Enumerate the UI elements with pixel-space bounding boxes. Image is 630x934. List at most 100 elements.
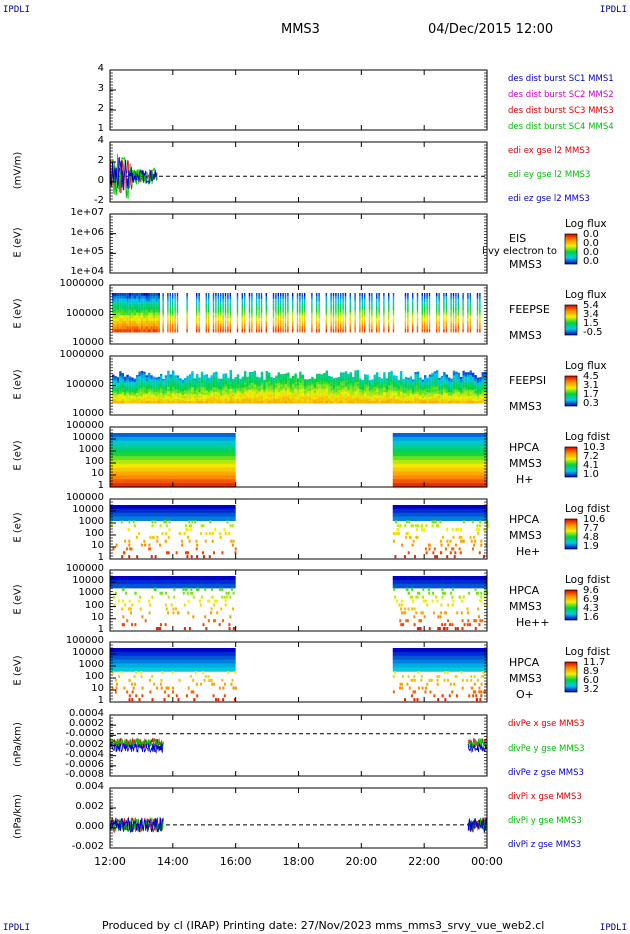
spectrogram-cell bbox=[133, 312, 136, 316]
spectrogram-cell bbox=[448, 392, 451, 395]
spectrogram-cell bbox=[356, 395, 360, 399]
spectrogram-cell bbox=[160, 400, 163, 404]
spectrogram-cell bbox=[272, 309, 275, 313]
spectrogram-cell bbox=[421, 295, 423, 300]
spectrogram-cell bbox=[392, 659, 487, 665]
spectrogram-cell bbox=[467, 312, 469, 316]
spectrogram-cell bbox=[205, 376, 208, 379]
spectrogram-cell bbox=[215, 376, 218, 379]
spectrogram-dot bbox=[208, 532, 211, 535]
spectrogram-cell bbox=[407, 393, 410, 397]
spectrogram-cell bbox=[116, 386, 120, 389]
spectrogram-cell bbox=[301, 388, 304, 392]
spectrogram-cell bbox=[359, 392, 362, 395]
spectrogram-cell bbox=[318, 320, 320, 325]
spectrogram-dot bbox=[185, 551, 188, 555]
spectrogram-cell bbox=[253, 375, 256, 379]
spectrogram-cell bbox=[224, 306, 227, 311]
spectrogram-cell bbox=[342, 389, 345, 393]
spectrogram-cell bbox=[258, 382, 261, 386]
spectrogram-cell bbox=[172, 379, 175, 383]
spectrogram-cell bbox=[452, 375, 456, 379]
spectrogram-cell bbox=[436, 293, 438, 297]
spectrogram-cell bbox=[155, 401, 158, 404]
spectrogram-cell bbox=[385, 395, 388, 399]
spectrogram-cell bbox=[188, 398, 192, 402]
spectrogram-cell bbox=[318, 312, 320, 316]
spectrogram-cell bbox=[455, 376, 458, 379]
spectrogram-cell bbox=[299, 387, 302, 391]
spectrogram-cell bbox=[402, 384, 405, 387]
spectrogram-cell bbox=[172, 309, 174, 313]
spectrogram-cell bbox=[433, 378, 436, 381]
spectrogram-cell bbox=[421, 396, 424, 399]
spectrogram-cell bbox=[431, 398, 434, 402]
spectrogram-cell bbox=[308, 396, 312, 399]
spectrogram-cell bbox=[364, 386, 367, 390]
spectrogram-cell bbox=[128, 387, 132, 391]
spectrogram-cell bbox=[227, 329, 229, 333]
spectrogram-cell bbox=[133, 304, 136, 308]
spectrogram-cell bbox=[169, 374, 172, 378]
spectrogram-cell bbox=[282, 388, 285, 392]
spectrogram-cell bbox=[407, 399, 410, 402]
spectrogram-cell bbox=[392, 383, 396, 386]
spectrogram-cell bbox=[414, 380, 417, 384]
spectrogram-cell bbox=[164, 375, 168, 378]
spectrogram-cell bbox=[440, 391, 444, 394]
spectrogram-dot bbox=[120, 520, 123, 524]
spectrogram-cell bbox=[150, 312, 153, 316]
spectrogram-cell bbox=[138, 380, 141, 384]
spectrogram-cell bbox=[407, 390, 410, 393]
spectrogram-dot bbox=[428, 547, 431, 551]
spectrogram-cell bbox=[366, 398, 369, 402]
spectrogram-dot bbox=[189, 528, 192, 532]
spectrogram-cell bbox=[438, 293, 440, 297]
spectrogram-cell bbox=[474, 385, 477, 388]
spectrogram-dot bbox=[112, 671, 115, 675]
spectrogram-cell bbox=[457, 372, 460, 376]
spectrogram-cell bbox=[292, 298, 294, 302]
spectrogram-cell bbox=[318, 396, 321, 400]
spectrogram-cell bbox=[280, 301, 282, 305]
spectrogram-cell bbox=[320, 390, 324, 394]
spectrogram-cell bbox=[347, 388, 350, 391]
spectrogram-dot bbox=[449, 682, 452, 686]
spectrogram-cell bbox=[460, 395, 463, 398]
spectrogram-cell bbox=[140, 315, 144, 319]
spectrogram-cell bbox=[424, 381, 427, 384]
spectrogram-cell bbox=[344, 387, 348, 390]
spectrogram-cell bbox=[205, 388, 208, 392]
spectrogram-cell bbox=[169, 398, 172, 402]
spectrogram-cell bbox=[462, 391, 465, 395]
spectrogram-cell bbox=[167, 386, 170, 390]
spectrogram-cell bbox=[409, 383, 412, 387]
spectrogram-cell bbox=[426, 298, 428, 302]
spectrogram-cell bbox=[452, 391, 456, 395]
spectrogram-cell bbox=[330, 376, 333, 380]
spectrogram-cell bbox=[361, 329, 363, 333]
spectrogram-cell bbox=[186, 306, 188, 311]
spectrogram-cell bbox=[469, 396, 472, 399]
spectrogram-cell bbox=[169, 315, 171, 319]
spectrogram-cell bbox=[359, 315, 361, 319]
spectrogram-cell bbox=[340, 304, 342, 308]
spectrogram-cell bbox=[364, 380, 367, 383]
spectrogram-cell bbox=[287, 320, 289, 325]
spectrogram-dot bbox=[179, 532, 182, 535]
spectrogram-cell bbox=[138, 396, 141, 400]
spectrogram-cell bbox=[462, 389, 465, 392]
spectrogram-cell bbox=[388, 312, 390, 316]
spectrogram-cell bbox=[234, 382, 237, 385]
spectrogram-cell bbox=[167, 309, 169, 313]
spectrogram-dot bbox=[437, 698, 440, 702]
spectrogram-cell bbox=[203, 383, 206, 386]
spectrogram-cell bbox=[388, 309, 390, 313]
spectrogram-cell bbox=[359, 390, 362, 393]
spectrogram-cell bbox=[126, 329, 129, 333]
spectrogram-cell bbox=[304, 318, 306, 322]
spectrogram-cell bbox=[143, 301, 146, 305]
spectrogram-cell bbox=[200, 385, 204, 388]
spectrogram-cell bbox=[263, 393, 266, 396]
spectrogram-dot bbox=[460, 599, 463, 603]
